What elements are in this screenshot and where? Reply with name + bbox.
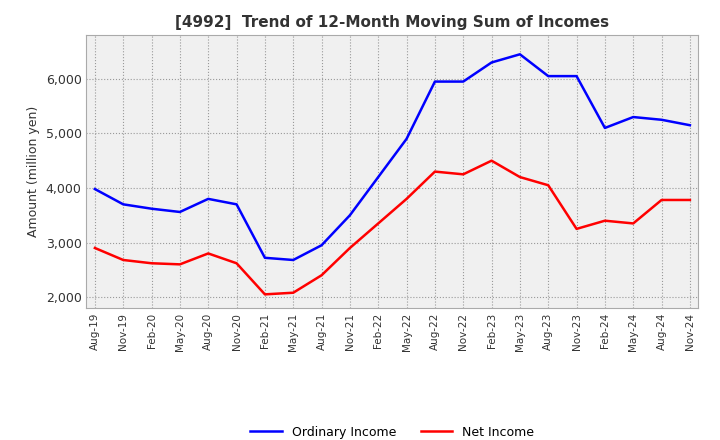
Ordinary Income [148, 206, 156, 211]
Line: Ordinary Income: Ordinary Income [95, 54, 690, 260]
Net Income [176, 262, 184, 267]
Net Income [600, 218, 609, 224]
Net Income [516, 174, 524, 180]
Ordinary Income [572, 73, 581, 79]
Net Income [318, 273, 326, 278]
Line: Net Income: Net Income [95, 161, 690, 294]
Ordinary Income [91, 187, 99, 192]
Net Income [487, 158, 496, 163]
Net Income [459, 172, 467, 177]
Ordinary Income [431, 79, 439, 84]
Net Income [657, 197, 666, 202]
Net Income [346, 246, 354, 251]
Ordinary Income [629, 114, 637, 120]
Ordinary Income [176, 209, 184, 215]
Net Income [374, 221, 382, 226]
Net Income [91, 246, 99, 251]
Ordinary Income [657, 117, 666, 122]
Ordinary Income [374, 174, 382, 180]
Ordinary Income [289, 257, 297, 263]
Ordinary Income [600, 125, 609, 131]
Net Income [572, 226, 581, 231]
Ordinary Income [233, 202, 241, 207]
Net Income [233, 260, 241, 266]
Net Income [431, 169, 439, 174]
Ordinary Income [544, 73, 552, 79]
Ordinary Income [487, 60, 496, 65]
Ordinary Income [204, 196, 212, 202]
Net Income [629, 221, 637, 226]
Y-axis label: Amount (million yen): Amount (million yen) [27, 106, 40, 237]
Net Income [148, 260, 156, 266]
Net Income [544, 183, 552, 188]
Ordinary Income [346, 213, 354, 218]
Legend: Ordinary Income, Net Income: Ordinary Income, Net Income [246, 421, 539, 440]
Ordinary Income [119, 202, 127, 207]
Ordinary Income [459, 79, 467, 84]
Net Income [261, 292, 269, 297]
Ordinary Income [685, 123, 694, 128]
Net Income [402, 196, 411, 202]
Ordinary Income [516, 51, 524, 57]
Ordinary Income [261, 255, 269, 260]
Ordinary Income [318, 242, 326, 248]
Net Income [204, 251, 212, 256]
Net Income [289, 290, 297, 295]
Net Income [685, 197, 694, 202]
Net Income [119, 257, 127, 263]
Ordinary Income [402, 136, 411, 142]
Title: [4992]  Trend of 12-Month Moving Sum of Incomes: [4992] Trend of 12-Month Moving Sum of I… [176, 15, 609, 30]
